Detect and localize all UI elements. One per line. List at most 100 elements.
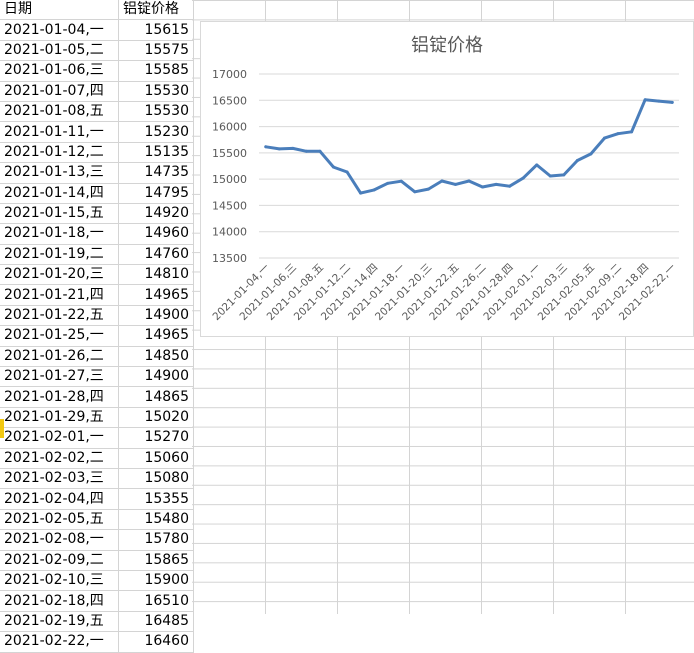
price-cell[interactable]: 15480 (118, 509, 194, 531)
price-cell[interactable]: 15865 (118, 550, 194, 571)
price-cell[interactable]: 15135 (118, 142, 194, 164)
price-cell[interactable]: 14965 (118, 284, 194, 306)
date-cell[interactable]: 2021-01-29,五 (0, 407, 119, 429)
price-cell[interactable]: 15270 (118, 427, 194, 449)
date-cell[interactable]: 2021-01-07,四 (0, 81, 119, 102)
data-point (332, 165, 336, 169)
data-point (386, 181, 390, 185)
date-cell[interactable]: 2021-01-13,三 (0, 162, 119, 184)
price-cell[interactable]: 16460 (118, 631, 194, 653)
table-row: 2021-02-09,二 15865 (0, 550, 194, 571)
date-cell[interactable]: 2021-02-19,五 (0, 611, 119, 633)
data-point (616, 132, 620, 136)
data-point (467, 179, 471, 183)
date-cell[interactable]: 2021-02-09,二 (0, 550, 119, 571)
price-cell[interactable]: 15230 (118, 121, 194, 143)
active-row-indicator (0, 419, 4, 438)
price-cell[interactable]: 15780 (118, 529, 194, 551)
data-point (426, 187, 430, 191)
date-cell[interactable]: 2021-01-26,二 (0, 346, 119, 368)
header-cell-price[interactable]: 铝锭价格 (118, 0, 194, 21)
date-cell[interactable]: 2021-01-20,三 (0, 264, 119, 286)
y-tick-label: 15000 (212, 173, 247, 186)
data-point (535, 163, 539, 167)
date-cell[interactable]: 2021-01-08,五 (0, 101, 119, 123)
data-point (291, 146, 295, 150)
y-tick-label: 16000 (212, 121, 247, 134)
price-cell[interactable]: 15080 (118, 468, 194, 490)
price-cell[interactable]: 15060 (118, 448, 194, 469)
price-cell[interactable]: 14795 (118, 183, 194, 204)
data-table-region: 日期 铝锭价格 2021-01-04,一 15615 2021-01-05,二 155… (0, 0, 194, 653)
table-row: 2021-02-04,四 15355 (0, 488, 194, 510)
table-row: 2021-01-04,一 15615 (0, 19, 194, 41)
date-cell[interactable]: 2021-01-28,四 (0, 386, 119, 408)
table-row: 2021-01-22,五 14900 (0, 305, 194, 327)
date-cell[interactable]: 2021-01-18,一 (0, 223, 119, 245)
price-cell[interactable]: 16485 (118, 611, 194, 633)
price-cell[interactable]: 14920 (118, 203, 194, 225)
data-point (345, 170, 349, 174)
price-cell[interactable]: 15020 (118, 407, 194, 429)
table-row: 2021-02-18,四 16510 (0, 590, 194, 612)
date-cell[interactable]: 2021-01-22,五 (0, 305, 119, 327)
price-cell[interactable]: 15585 (118, 60, 194, 82)
data-point (548, 174, 552, 178)
date-cell[interactable]: 2021-01-27,三 (0, 366, 119, 388)
chart-container[interactable]: 铝锭价格 13500 14000 14500 15000 15500 16000 16500… (200, 21, 694, 337)
data-point (494, 182, 498, 186)
date-cell[interactable]: 2021-01-11,一 (0, 121, 119, 143)
price-cell[interactable]: 14965 (118, 325, 194, 347)
price-cell[interactable]: 16510 (118, 590, 194, 612)
data-point (562, 173, 566, 177)
table-row: 2021-02-05,五 15480 (0, 509, 194, 531)
price-cell[interactable]: 14900 (118, 305, 194, 327)
table-row: 2021-01-20,三 14810 (0, 264, 194, 286)
date-cell[interactable]: 2021-02-05,五 (0, 509, 119, 531)
table-row: 2021-01-07,四 15530 (0, 81, 194, 102)
price-cell[interactable]: 14810 (118, 264, 194, 286)
price-cell[interactable]: 14960 (118, 223, 194, 245)
date-cell[interactable]: 2021-01-04,一 (0, 19, 119, 41)
date-cell[interactable]: 2021-01-14,四 (0, 183, 119, 204)
data-point (413, 190, 417, 194)
date-cell[interactable]: 2021-01-25,一 (0, 325, 119, 347)
date-cell[interactable]: 2021-02-22,一 (0, 631, 119, 653)
y-tick-label: 15500 (212, 147, 247, 160)
price-cell[interactable]: 15575 (118, 40, 194, 62)
data-point (277, 147, 281, 151)
header-cell-date[interactable]: 日期 (0, 0, 119, 21)
date-cell[interactable]: 2021-02-03,三 (0, 468, 119, 490)
data-point (602, 136, 606, 140)
price-cell[interactable]: 15530 (118, 81, 194, 102)
price-cell[interactable]: 14735 (118, 162, 194, 184)
date-cell[interactable]: 2021-01-12,二 (0, 142, 119, 164)
price-cell[interactable]: 14865 (118, 386, 194, 408)
date-cell[interactable]: 2021-01-19,二 (0, 244, 119, 266)
date-cell[interactable]: 2021-02-10,三 (0, 570, 119, 592)
date-cell[interactable]: 2021-01-21,四 (0, 284, 119, 306)
price-cell[interactable]: 14760 (118, 244, 194, 266)
data-point (657, 99, 661, 103)
date-cell[interactable]: 2021-01-15,五 (0, 203, 119, 225)
date-cell[interactable]: 2021-02-01,一 (0, 427, 119, 449)
y-tick-label: 14000 (212, 226, 247, 239)
table-row: 2021-01-28,四 14865 (0, 386, 194, 408)
price-cell[interactable]: 15530 (118, 101, 194, 123)
price-cell[interactable]: 15355 (118, 488, 194, 510)
date-cell[interactable]: 2021-01-05,二 (0, 40, 119, 62)
table-row: 2021-01-08,五 15530 (0, 101, 194, 123)
line-chart: 铝锭价格 13500 14000 14500 15000 15500 16000 16500… (210, 35, 679, 323)
price-cell[interactable]: 14900 (118, 366, 194, 388)
date-cell[interactable]: 2021-02-02,二 (0, 448, 119, 469)
price-cell[interactable]: 15615 (118, 19, 194, 41)
price-cell[interactable]: 14850 (118, 346, 194, 368)
data-point (264, 145, 268, 149)
date-cell[interactable]: 2021-02-18,四 (0, 590, 119, 612)
table-row: 2021-01-13,三 14735 (0, 162, 194, 184)
price-cell[interactable]: 15900 (118, 570, 194, 592)
date-cell[interactable]: 2021-02-04,四 (0, 488, 119, 510)
date-cell[interactable]: 2021-02-08,一 (0, 529, 119, 551)
data-table: 日期 铝锭价格 2021-01-04,一 15615 2021-01-05,二 155… (0, 0, 194, 653)
date-cell[interactable]: 2021-01-06,三 (0, 60, 119, 82)
